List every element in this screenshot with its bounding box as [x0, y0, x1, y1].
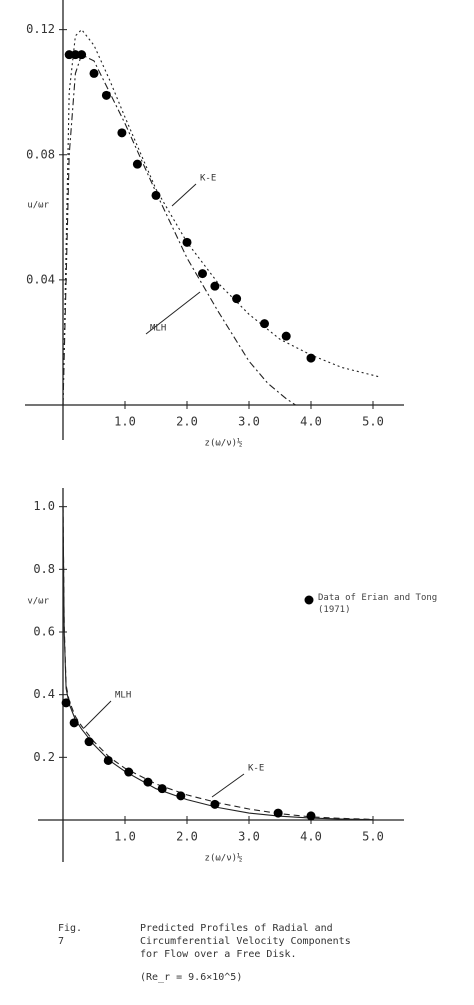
caption-body: Predicted Profiles of Radial and Circumf…: [140, 922, 460, 984]
caption-note: (Re_r = 9.6×10^5): [140, 972, 243, 983]
line: [62, 28, 380, 406]
data-point: [260, 319, 269, 329]
data-point: [232, 294, 242, 304]
data-point: [61, 698, 71, 708]
label-pointer: [211, 773, 245, 798]
x-tick-label: 1.0: [114, 830, 136, 844]
data-point: [281, 331, 291, 341]
y-tick-label: 0.8: [33, 562, 55, 576]
y-tick-label: 0.4: [33, 687, 55, 701]
curve-label: K-E: [200, 174, 216, 184]
y-tick-label: 0.2: [33, 750, 55, 764]
y-axis-label: v/ωr: [27, 597, 49, 607]
data-point: [70, 50, 80, 60]
x-tick-label: 2.0: [176, 830, 198, 844]
x-tick-label: 3.0: [238, 830, 260, 844]
caption-line: Circumferential Velocity Components: [140, 936, 351, 947]
y-tick-label: 0.04: [26, 272, 55, 286]
data-point: [273, 808, 283, 818]
data-point: [306, 811, 316, 821]
data-point: [157, 784, 167, 794]
legend: Data of Erian and Tong (1971): [318, 593, 438, 615]
data-point: [132, 159, 142, 169]
curve-label: K-E: [248, 764, 264, 774]
chart: 0.04 0.08 0.12 1.0 2.0 3.0 4.0 5.0 u/ωr z(ω/ν)½ K-…: [25, 0, 404, 864]
line: [62, 53, 296, 406]
data-point: [176, 791, 186, 801]
data-point: [103, 755, 113, 765]
data-point: [89, 68, 99, 78]
curve-label: MLH: [150, 324, 166, 334]
data-point: [124, 767, 134, 777]
data-point: [84, 737, 94, 747]
data-point: [69, 718, 79, 728]
x-axis-label: z(ω/ν)½: [205, 853, 243, 864]
y-tick-label: 1.0: [33, 499, 55, 513]
caption-label: Fig. 7: [58, 923, 83, 947]
y-axis-label: u/ωr: [27, 201, 49, 211]
data-point: [151, 190, 161, 200]
x-tick-label: 3.0: [238, 415, 260, 429]
data-point: [198, 269, 207, 279]
x-tick-label: 2.0: [176, 415, 198, 429]
x-axis-label: z(ω/ν)½: [205, 438, 243, 449]
data-point: [210, 281, 220, 291]
data-point: [64, 50, 74, 60]
x-tick-label: 5.0: [362, 415, 384, 429]
data-point: [143, 777, 153, 787]
y-tick-label: 0.6: [33, 625, 55, 639]
y-tick-label: 0.08: [26, 147, 55, 161]
label-pointer: [145, 291, 201, 335]
caption-line: for Flow over a Free Disk.: [140, 949, 297, 960]
data-point: [210, 799, 220, 809]
line: [62, 506, 374, 821]
data-point: [117, 128, 127, 138]
data-point: [101, 90, 111, 100]
x-tick-label: 4.0: [300, 415, 322, 429]
label-pointer: [83, 700, 112, 729]
x-tick-label: 5.0: [362, 830, 384, 844]
y-tick-label: 0.12: [26, 22, 55, 36]
curve-label: MLH: [115, 691, 131, 701]
label-pointer: [171, 183, 197, 207]
x-tick-label: 1.0: [114, 415, 136, 429]
data-point: [306, 353, 316, 363]
data-point: [182, 237, 192, 247]
caption-line: Predicted Profiles of Radial and: [140, 923, 333, 934]
line: [62, 506, 374, 820]
legend-marker: [304, 595, 314, 605]
data-point: [77, 50, 87, 60]
x-tick-label: 4.0: [300, 830, 322, 844]
